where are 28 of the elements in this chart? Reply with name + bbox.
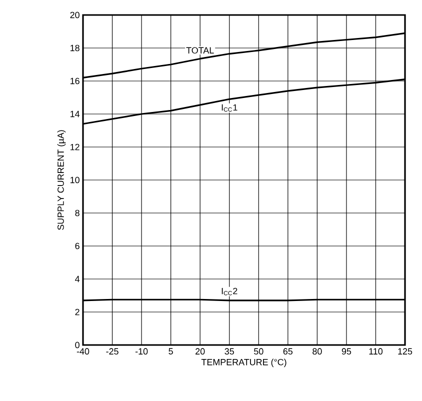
series-label: I$_{CC}$2 (222, 288, 238, 296)
x-tick-label: -40 (76, 348, 90, 355)
x-tick-label: 125 (398, 348, 412, 355)
y-tick-label: 0 (75, 342, 80, 348)
x-tick-label: -25 (106, 348, 118, 355)
x-tick-label: 95 (342, 348, 352, 355)
x-tick-label: 50 (254, 348, 264, 355)
y-tick-label: 10 (70, 176, 80, 184)
x-axis-title: TEMPERATURE (°C) (201, 358, 286, 368)
x-tick-label: 5 (168, 348, 173, 354)
series-label: TOTAL (186, 47, 214, 54)
x-tick-label: 110 (369, 348, 383, 355)
y-tick-label: 8 (75, 210, 80, 216)
x-tick-label: 35 (224, 348, 234, 355)
y-tick-label: 18 (70, 44, 80, 52)
y-tick-label: 12 (70, 144, 80, 150)
y-axis-title: SUPPLY CURRENT (µA) (57, 130, 66, 230)
y-tick-label: 20 (70, 12, 80, 18)
x-tick-label: 65 (283, 348, 293, 355)
x-tick-label: 80 (312, 348, 322, 355)
y-tick-label: 4 (75, 276, 80, 282)
y-tick-label: 16 (70, 78, 80, 84)
x-tick-label: 20 (196, 348, 205, 355)
y-tick-label: 6 (75, 242, 80, 250)
series-label: I$_{CC}$1 (222, 104, 238, 112)
y-tick-label: 14 (70, 110, 80, 118)
y-tick-label: 2 (75, 308, 80, 316)
x-tick-label: -10 (135, 348, 148, 355)
